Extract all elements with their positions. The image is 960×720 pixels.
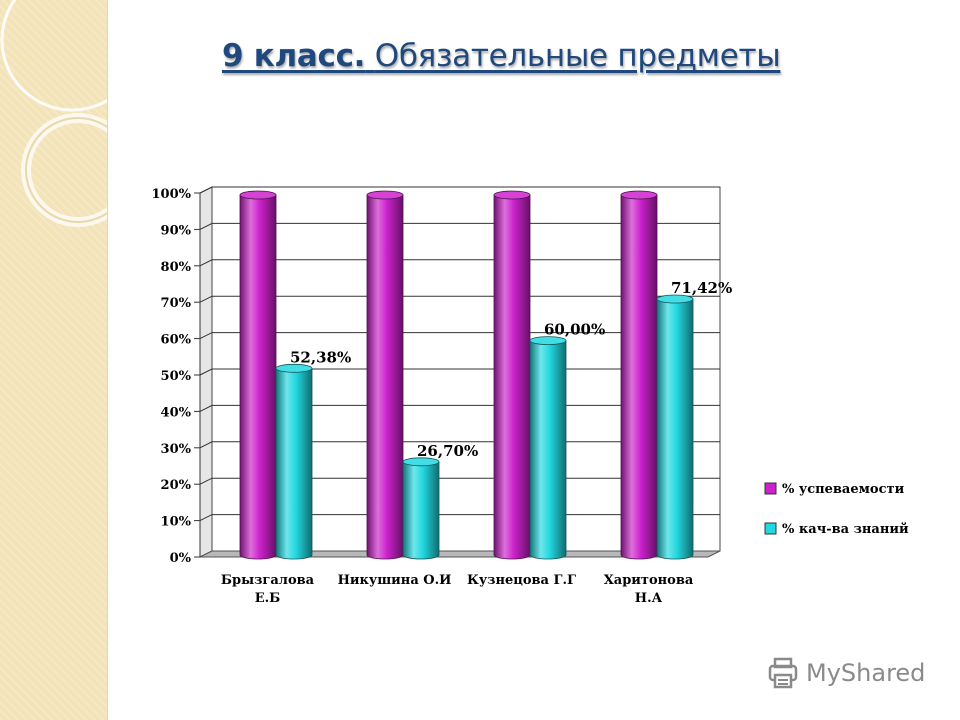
- legend-label: % кач-ва знаний: [782, 522, 909, 537]
- y-tick-label: 90%: [161, 223, 192, 238]
- gridline: [199, 295, 720, 303]
- y-tick-label: 40%: [161, 405, 192, 420]
- gridline: [199, 186, 720, 194]
- y-tick-label: 10%: [161, 515, 192, 530]
- bar: [529, 340, 567, 560]
- side-decoration-panel: [0, 0, 108, 720]
- y-tick-label: 80%: [161, 260, 192, 275]
- y-tick-label: 0%: [170, 551, 192, 566]
- gridline: [199, 332, 720, 340]
- x-category-label: Брызгалова: [221, 573, 315, 588]
- y-tick-label: 30%: [161, 442, 192, 457]
- x-category-label: Н.А: [635, 591, 663, 606]
- watermark-text: MyShared: [806, 659, 926, 687]
- page-title-grade: 9 класс.: [222, 38, 366, 74]
- x-category-label: Кузнецова Г.Г: [467, 573, 576, 588]
- gridline: [199, 222, 720, 230]
- bar-top: [656, 294, 694, 304]
- x-category-label: Харитонова: [604, 573, 694, 588]
- watermark: MyShared: [766, 655, 925, 691]
- bar-top: [529, 336, 567, 346]
- bar: [366, 194, 404, 560]
- data-label: 71,42%: [671, 279, 732, 297]
- x-category-label: Е.Б: [255, 591, 281, 606]
- bar-top: [493, 190, 531, 200]
- y-tick-label: 50%: [161, 369, 192, 384]
- bar-top: [402, 457, 440, 467]
- bar: [239, 194, 277, 560]
- decorative-circles: [0, 0, 107, 227]
- y-tick-label: 20%: [161, 478, 192, 493]
- y-tick-label: 100%: [152, 187, 192, 202]
- x-category-label: Никушина О.И: [338, 573, 452, 588]
- bar-top: [275, 363, 313, 373]
- data-label: 60,00%: [544, 321, 605, 339]
- legend-label: % успеваемости: [782, 482, 905, 497]
- legend-swatch: [764, 482, 777, 495]
- bar: [275, 367, 313, 560]
- bar-top: [620, 190, 658, 200]
- y-tick-label: 70%: [161, 296, 192, 311]
- bar-chart: 0% 10% 20% 30% 40% 50% 60% 70% 80% 90% 100% 52,38% Б…: [152, 186, 909, 606]
- page-title: 9 класс. Обязательные предметы: [222, 38, 781, 74]
- printer-icon: [768, 657, 798, 689]
- legend-swatch: [764, 522, 777, 535]
- data-label: 26,70%: [417, 442, 478, 460]
- bar: [656, 298, 694, 560]
- page-title-subject: Обязательные предметы: [374, 38, 781, 74]
- data-label: 52,38%: [290, 348, 351, 366]
- bar: [493, 194, 531, 560]
- bar: [402, 461, 440, 560]
- gridline: [199, 259, 720, 267]
- y-tick-label: 60%: [161, 333, 192, 348]
- bar: [620, 194, 658, 560]
- bar-top: [239, 190, 277, 200]
- bar-top: [366, 190, 404, 200]
